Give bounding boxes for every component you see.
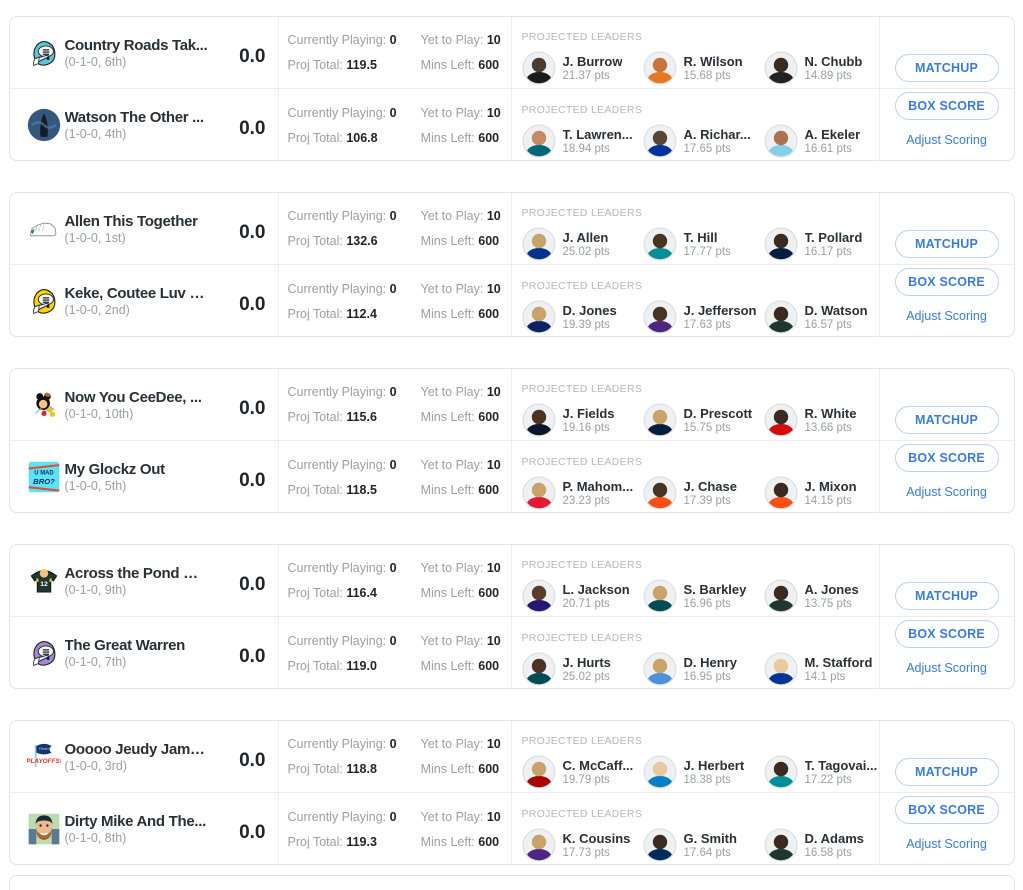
svg-text:BRO?: BRO? [33,477,55,486]
svg-text:12: 12 [40,581,48,588]
svg-text:PLAYOFFS!: PLAYOFFS! [27,757,61,764]
svg-text:Flexin': Flexin' [38,747,49,751]
svg-text:U MAD: U MAD [34,470,54,476]
